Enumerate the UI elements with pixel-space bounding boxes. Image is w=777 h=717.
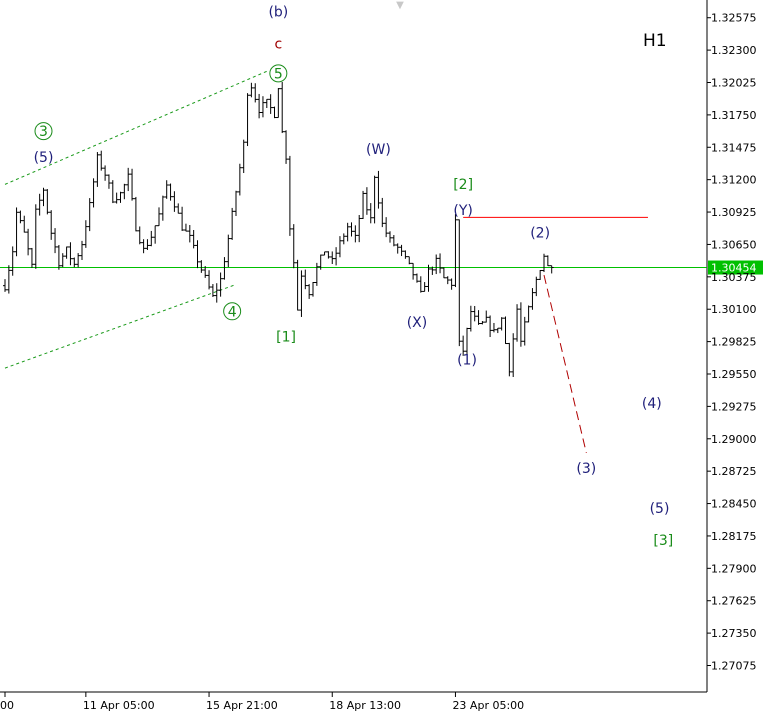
y-tick-label: 1.28175 <box>711 530 757 543</box>
wave-label-circle <box>34 122 53 141</box>
wave-label-circle <box>223 302 242 321</box>
wave-label: c <box>274 36 282 52</box>
wave-label: (Y) <box>453 203 472 219</box>
y-tick-label: 1.31475 <box>711 141 757 154</box>
y-tick-label: 1.27900 <box>711 562 757 575</box>
y-tick-label: 1.32025 <box>711 77 757 90</box>
y-tick-label: 1.27075 <box>711 660 757 673</box>
y-axis: 1.32575 1.32300 1.32025 1.31750 1.31475 1.312… <box>707 12 757 673</box>
current-price-box <box>708 260 763 275</box>
wave-label: (X) <box>407 315 428 331</box>
y-tick-label: 1.28450 <box>711 498 757 511</box>
wave-label: (5) <box>650 501 670 517</box>
y-tick-label: 1.29275 <box>711 400 757 413</box>
wave-label: [3] <box>653 533 673 549</box>
channel-lines <box>4 70 267 369</box>
projection-line <box>543 274 587 454</box>
timeframe-label: H1 <box>643 31 667 51</box>
y-tick-label: 1.30375 <box>711 271 757 284</box>
y-tick-label: 1.28725 <box>711 465 757 478</box>
y-tick-label: 1.29825 <box>711 336 757 349</box>
y-tick-label: 1.29000 <box>711 433 757 446</box>
wave-label-circle <box>269 64 288 83</box>
x-tick-label: 23 Apr 05:00 <box>452 699 524 712</box>
y-tick-label: 1.27350 <box>711 627 757 640</box>
x-tick-label: 11 Apr 05:00 <box>83 699 155 712</box>
wave-label: (5) <box>34 150 54 166</box>
wave-labels: (b) c 5 3 (5) 4 [1] (W) (X) [2] (Y) (1) (2) (3) (4) (5)… <box>34 5 674 549</box>
current-price-line-layer: 1.30454 <box>0 260 763 275</box>
ohlc-bars <box>3 81 554 378</box>
current-price-label: 1.30454 <box>711 262 757 275</box>
wave-label: [1] <box>276 330 296 346</box>
wave-label: 5 <box>274 66 283 82</box>
y-tick-label: 1.31200 <box>711 174 757 187</box>
wave-label: 3 <box>39 124 48 140</box>
wave-label: (4) <box>642 396 662 412</box>
y-tick-label: 1.32575 <box>711 12 757 25</box>
wave-label: (1) <box>457 353 477 369</box>
wave-label: (3) <box>576 461 596 477</box>
wave-label: (W) <box>366 142 391 158</box>
x-tick-label: 15 Apr 21:00 <box>206 699 278 712</box>
wave-label: [2] <box>453 177 473 193</box>
wave-label: (b) <box>268 5 288 21</box>
y-tick-label: 1.30925 <box>711 206 757 219</box>
wave-label: 4 <box>228 304 237 320</box>
y-tick-label: 1.32300 <box>711 44 757 57</box>
y-tick-label: 1.30650 <box>711 238 757 251</box>
channel-line <box>4 284 237 369</box>
y-tick-label: 1.30100 <box>711 303 757 316</box>
x-tick-label: 00 <box>0 699 14 712</box>
x-tick-label: 18 Apr 13:00 <box>329 699 401 712</box>
x-axis: 00 11 Apr 05:00 15 Apr 21:00 18 Apr 13:00 23… <box>0 692 524 712</box>
y-tick-label: 1.29550 <box>711 368 757 381</box>
y-tick-label: 1.31750 <box>711 109 757 122</box>
y-tick-label: 1.27625 <box>711 595 757 608</box>
projection-line-layer <box>543 274 587 454</box>
wave-label: (2) <box>530 225 550 241</box>
scroll-marker-icon: ▼ <box>396 0 404 11</box>
